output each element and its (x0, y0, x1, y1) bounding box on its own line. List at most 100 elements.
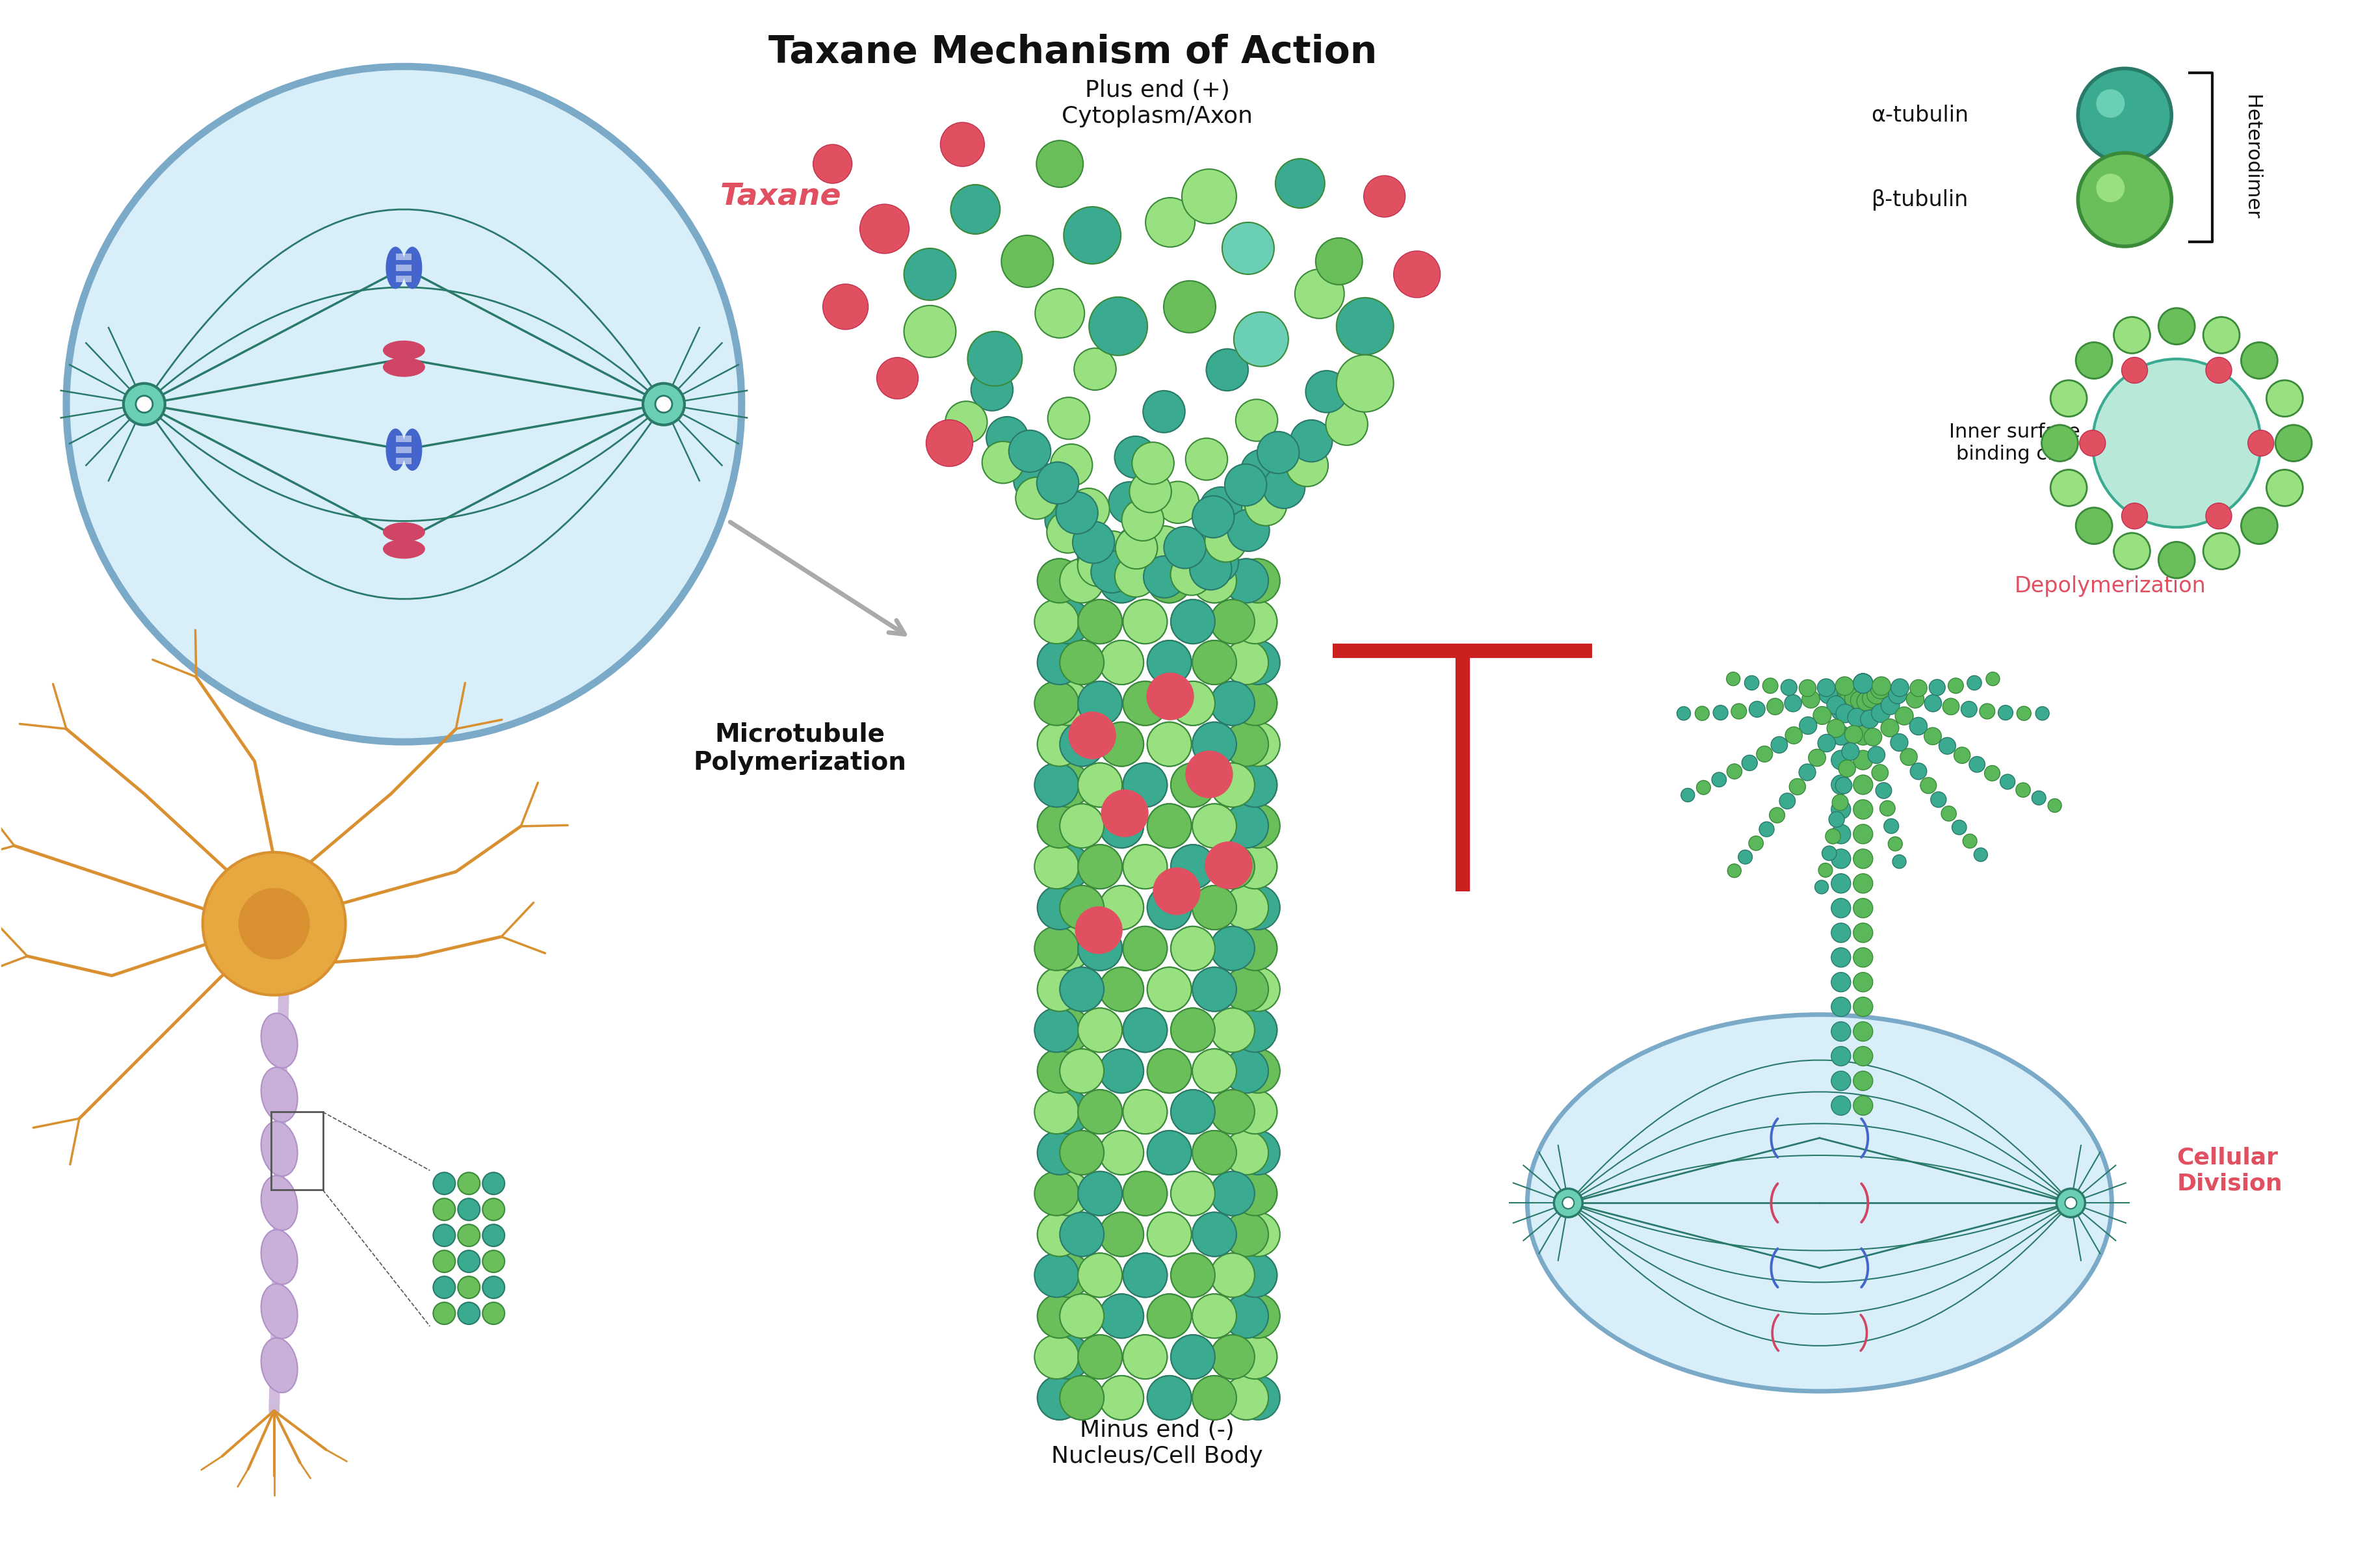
Circle shape (2056, 1188, 2085, 1218)
Circle shape (1180, 169, 1235, 223)
Circle shape (1825, 720, 1844, 737)
Circle shape (1223, 640, 1269, 685)
Circle shape (1844, 726, 1861, 743)
Circle shape (1192, 1049, 1235, 1093)
Circle shape (1147, 1213, 1190, 1257)
Circle shape (1790, 779, 1804, 795)
Bar (397, 264, 409, 272)
Circle shape (1123, 1171, 1166, 1216)
Circle shape (1233, 1253, 1276, 1297)
Text: Taxane Mechanism of Action: Taxane Mechanism of Action (769, 34, 1376, 72)
Text: Minus end (-)
Nucleus/Cell Body: Minus end (-) Nucleus/Cell Body (1052, 1419, 1264, 1467)
Circle shape (1045, 1090, 1090, 1133)
Circle shape (1766, 698, 1783, 715)
Circle shape (2206, 357, 2230, 384)
Circle shape (1209, 1253, 1254, 1297)
Circle shape (1276, 159, 1323, 208)
Circle shape (1852, 674, 1873, 693)
Ellipse shape (262, 1013, 298, 1068)
Circle shape (2075, 342, 2111, 379)
Ellipse shape (1528, 1015, 2111, 1391)
Circle shape (1123, 1008, 1166, 1052)
Circle shape (1871, 765, 1887, 780)
Circle shape (1114, 436, 1157, 478)
Circle shape (1326, 403, 1368, 445)
Circle shape (1799, 679, 1816, 696)
Circle shape (1887, 685, 1906, 704)
Circle shape (950, 184, 1000, 234)
Circle shape (1894, 707, 1914, 724)
Circle shape (1059, 1049, 1104, 1093)
Circle shape (1830, 751, 1849, 770)
Circle shape (1002, 236, 1052, 287)
Circle shape (1554, 1188, 1583, 1218)
Circle shape (1045, 1253, 1090, 1297)
Circle shape (1209, 1171, 1254, 1216)
Circle shape (1035, 1008, 1078, 1052)
Circle shape (1235, 1213, 1280, 1257)
Circle shape (1152, 868, 1200, 915)
Circle shape (1233, 1008, 1276, 1052)
Circle shape (1171, 1253, 1214, 1297)
Circle shape (1100, 968, 1142, 1012)
Circle shape (1171, 1008, 1214, 1052)
Circle shape (1799, 763, 1816, 780)
Circle shape (1171, 681, 1214, 726)
Circle shape (1045, 1008, 1090, 1052)
Circle shape (1147, 968, 1190, 1012)
Circle shape (983, 442, 1023, 484)
Circle shape (1059, 1375, 1104, 1421)
Circle shape (1200, 487, 1242, 529)
Circle shape (1016, 478, 1057, 520)
Circle shape (1038, 1294, 1081, 1338)
Circle shape (1228, 509, 1269, 551)
Circle shape (1830, 824, 1849, 845)
Circle shape (1730, 704, 1747, 720)
Circle shape (1233, 845, 1276, 888)
Circle shape (1038, 968, 1081, 1012)
Circle shape (1038, 559, 1081, 603)
Circle shape (1726, 763, 1742, 779)
Circle shape (1078, 1335, 1121, 1378)
Circle shape (1192, 1375, 1235, 1421)
Circle shape (1171, 1171, 1214, 1216)
Circle shape (1223, 1130, 1269, 1175)
Circle shape (2266, 381, 2301, 417)
Circle shape (1128, 470, 1171, 512)
Circle shape (1209, 926, 1254, 971)
Circle shape (1847, 709, 1866, 727)
Circle shape (1835, 704, 1854, 723)
Ellipse shape (402, 247, 421, 289)
Circle shape (1100, 804, 1142, 848)
Circle shape (1073, 521, 1114, 564)
Circle shape (1100, 1130, 1142, 1175)
Circle shape (1799, 716, 1816, 734)
Circle shape (1035, 1253, 1078, 1297)
Circle shape (1100, 640, 1142, 685)
Circle shape (1825, 829, 1840, 845)
Circle shape (1233, 845, 1276, 888)
Circle shape (1835, 777, 1852, 795)
Circle shape (1192, 559, 1235, 603)
Circle shape (1147, 885, 1190, 930)
Circle shape (1147, 640, 1190, 685)
Circle shape (1038, 968, 1081, 1012)
Circle shape (1123, 1090, 1166, 1133)
Circle shape (1245, 484, 1288, 526)
Circle shape (1830, 899, 1849, 918)
Circle shape (1100, 640, 1142, 685)
Bar (395, 253, 412, 261)
Circle shape (1240, 450, 1283, 492)
Circle shape (1264, 467, 1304, 509)
Circle shape (2078, 153, 2171, 247)
Circle shape (1145, 198, 1195, 247)
Circle shape (1909, 679, 1925, 696)
Circle shape (1223, 723, 1269, 766)
Circle shape (1045, 1090, 1090, 1133)
Circle shape (1887, 837, 1902, 851)
Circle shape (1233, 681, 1276, 726)
Circle shape (1818, 863, 1833, 877)
Circle shape (1035, 763, 1078, 807)
Circle shape (1816, 679, 1835, 696)
Circle shape (1204, 520, 1247, 562)
